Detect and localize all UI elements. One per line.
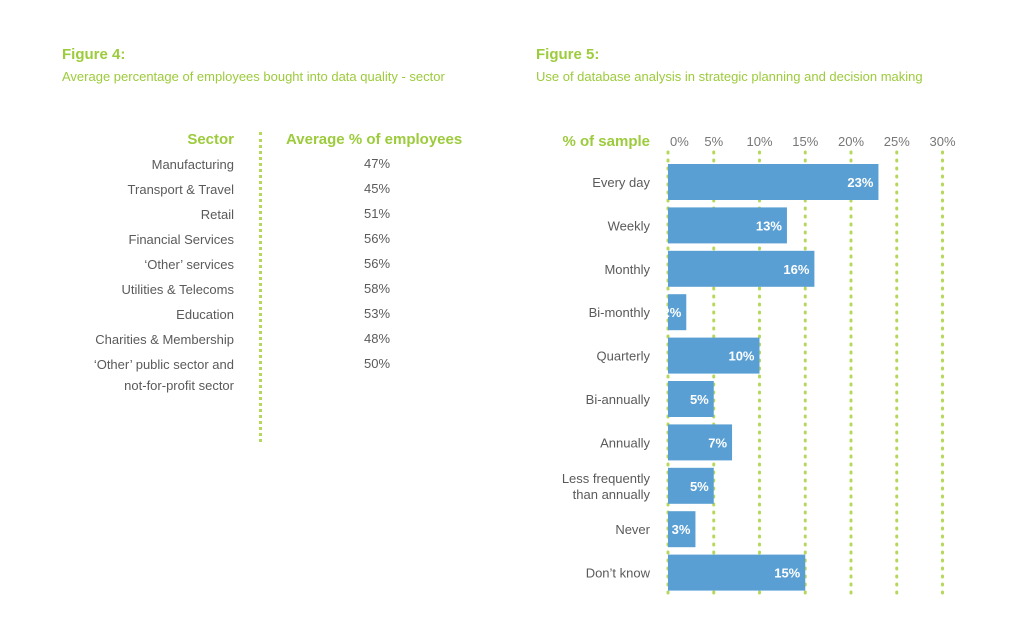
- bar-value-label: 2%: [663, 305, 682, 320]
- figure-4: Figure 4: Average percentage of employee…: [62, 46, 482, 442]
- sector-value: 47%: [363, 156, 391, 171]
- bar: [668, 511, 696, 548]
- table-divider: [259, 132, 262, 442]
- sector-value: 53%: [363, 306, 391, 321]
- bar-value-label: 3%: [672, 522, 691, 537]
- category-label: Bi-monthly: [589, 305, 651, 320]
- bar: [668, 467, 714, 504]
- x-tick-label: 0%: [670, 134, 689, 149]
- sector-label: ‘Other’ services: [144, 257, 234, 272]
- sector-label: Charities & Membership: [95, 332, 234, 347]
- category-label: Quarterly: [597, 349, 651, 364]
- bar-value-label: 23%: [847, 175, 873, 190]
- figure-5-title: Figure 5:: [536, 46, 600, 63]
- sector-value: 56%: [363, 256, 391, 271]
- x-tick-label: 20%: [838, 134, 864, 149]
- category-label: Less frequently than annually: [562, 471, 651, 502]
- bar: [668, 207, 787, 244]
- x-tick-label: 15%: [792, 134, 818, 149]
- x-tick-label: 25%: [884, 134, 910, 149]
- bar-value-label: 15%: [774, 566, 800, 581]
- sector-label: Utilities & Telecoms: [121, 282, 234, 297]
- sector-label: Financial Services: [128, 232, 235, 247]
- bar-value-label: 7%: [708, 435, 727, 450]
- bar: [668, 250, 815, 287]
- category-label: Every day: [592, 175, 650, 190]
- y-axis-label: % of sample: [562, 133, 650, 150]
- sector-label: Manufacturing: [151, 157, 234, 172]
- bar: [668, 294, 687, 331]
- bar-value-label: 16%: [783, 262, 809, 277]
- sector-label: Retail: [200, 207, 234, 222]
- category-label: Monthly: [604, 262, 650, 277]
- figure-5-subtitle: Use of database analysis in strategic pl…: [536, 69, 923, 84]
- bar-value-label: 10%: [728, 349, 754, 364]
- category-label: Annually: [600, 435, 650, 450]
- sector-label: ‘Other’ public sector and not-for-profit …: [93, 357, 234, 393]
- figure-4-title: Figure 4:: [62, 46, 126, 63]
- frequency-bar-chart: % of sample 0% 5% 10% 15% 20% 25% 30% 23% Every d…: [562, 133, 956, 600]
- bar-value-label: 5%: [690, 392, 709, 407]
- bar: [668, 424, 733, 461]
- bar: [668, 554, 806, 591]
- figure-4-subtitle: Average percentage of employees bought i…: [62, 69, 445, 84]
- average-column-header: Average % of employees: [286, 131, 463, 148]
- sector-value: 50%: [363, 356, 391, 371]
- sector-value: 48%: [363, 331, 391, 346]
- x-tick-label: 5%: [704, 134, 723, 149]
- bar-value-label: 13%: [756, 218, 782, 233]
- bar: [668, 381, 714, 417]
- figure-5: Figure 5: Use of database analysis in st…: [536, 46, 996, 626]
- bar-value-label: 5%: [690, 479, 709, 494]
- sector-column-header: Sector: [187, 131, 234, 148]
- bar: [668, 337, 760, 374]
- category-label: Bi-annually: [586, 392, 651, 407]
- sector-value: 58%: [363, 281, 391, 296]
- bar: [668, 164, 879, 200]
- category-label: Never: [615, 522, 650, 537]
- category-label: Don’t know: [586, 566, 651, 581]
- sector-label: Transport & Travel: [127, 182, 234, 197]
- category-label: Weekly: [608, 218, 651, 233]
- sector-value: 45%: [363, 181, 391, 196]
- sector-value: 51%: [363, 206, 391, 221]
- sector-value: 56%: [363, 231, 391, 246]
- sector-label: Education: [176, 307, 234, 322]
- x-tick-label: 10%: [746, 134, 772, 149]
- x-tick-label: 30%: [929, 134, 955, 149]
